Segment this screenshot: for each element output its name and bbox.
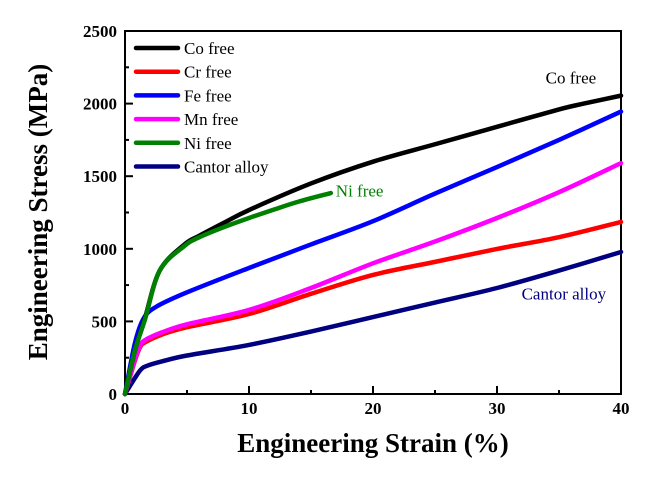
series-line-ni-free bbox=[122, 190, 334, 397]
series-line-cantor-alloy bbox=[122, 249, 624, 397]
legend-label: Cantor alloy bbox=[184, 158, 269, 177]
legend: Co free Cr free Fe free Mn free Ni free Canto… bbox=[133, 39, 269, 177]
annotation-label: Cantor alloy bbox=[522, 285, 607, 304]
annotation-label: Co free bbox=[546, 68, 597, 87]
y-axis-title: Engineering Stress (MPa) bbox=[23, 64, 53, 360]
legend-label: Ni free bbox=[184, 134, 232, 153]
legend-label: Cr free bbox=[184, 63, 232, 82]
x-tick-label: 10 bbox=[241, 399, 258, 418]
annotation-label: Ni free bbox=[336, 182, 384, 201]
y-tick-label: 1500 bbox=[83, 167, 117, 186]
x-tick-label: 0 bbox=[121, 399, 130, 418]
series-group bbox=[122, 93, 624, 397]
x-tick-label: 20 bbox=[365, 399, 382, 418]
legend-label: Co free bbox=[184, 39, 235, 58]
series-line-mn-free bbox=[122, 160, 624, 397]
annotations: Co free Ni free Cantor alloy bbox=[336, 68, 607, 303]
y-tick-label: 0 bbox=[109, 385, 118, 404]
x-axis-title: Engineering Strain (%) bbox=[237, 428, 509, 458]
y-tick-label: 2500 bbox=[83, 22, 117, 41]
y-tick-label: 500 bbox=[92, 312, 118, 331]
y-tick-label: 1000 bbox=[83, 240, 117, 259]
legend-label: Fe free bbox=[184, 86, 232, 105]
legend-label: Mn free bbox=[184, 110, 238, 129]
x-tick-label: 40 bbox=[613, 399, 630, 418]
series-line-cr-free bbox=[122, 219, 624, 397]
axes: 0 10 20 30 40 0 500 1000 1500 2000 2500 bbox=[83, 22, 630, 418]
y-tick-label: 2000 bbox=[83, 95, 117, 114]
x-tick-label: 30 bbox=[489, 399, 506, 418]
